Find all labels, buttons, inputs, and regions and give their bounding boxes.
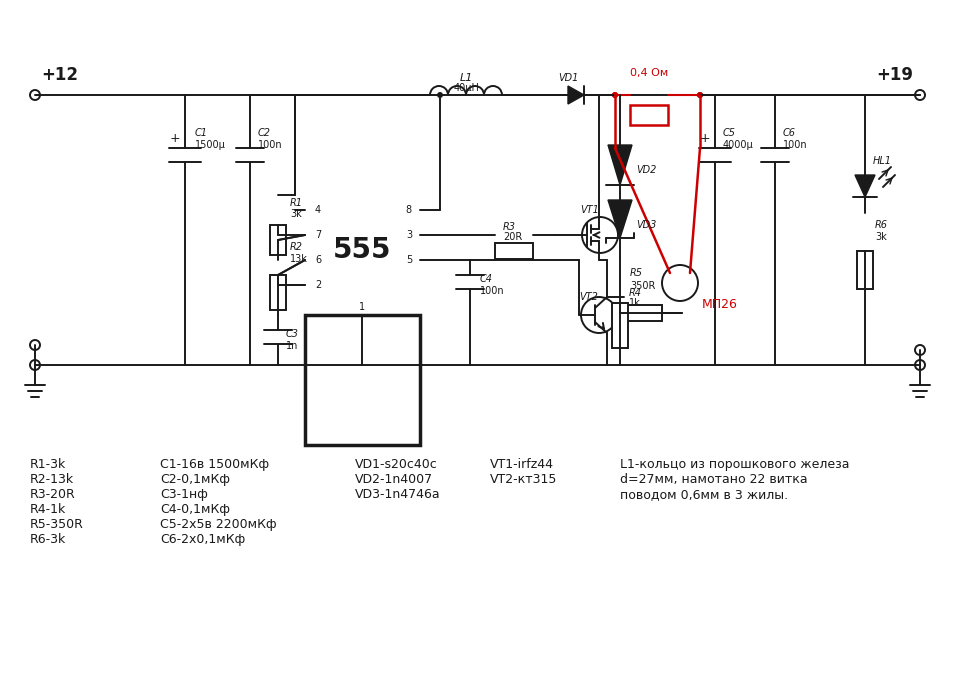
- Circle shape: [915, 90, 925, 100]
- Circle shape: [915, 360, 925, 370]
- Text: 1k: 1k: [629, 298, 640, 308]
- Text: R1-3k
R2-13k
R3-20R
R4-1k
R5-350R
R6-3k: R1-3k R2-13k R3-20R R4-1k R5-350R R6-3k: [30, 458, 84, 546]
- Circle shape: [915, 345, 925, 355]
- Circle shape: [612, 92, 618, 98]
- Text: +19: +19: [876, 66, 914, 84]
- Text: 13k: 13k: [290, 254, 308, 264]
- Circle shape: [30, 90, 40, 100]
- Circle shape: [612, 92, 618, 98]
- Bar: [270, 225, 286, 255]
- Text: L1: L1: [459, 73, 472, 83]
- Text: +12: +12: [41, 66, 79, 84]
- Text: R5: R5: [630, 268, 643, 278]
- Polygon shape: [568, 86, 584, 104]
- Text: 100n: 100n: [258, 140, 282, 150]
- Text: VD1: VD1: [558, 73, 578, 83]
- Text: 100n: 100n: [783, 140, 807, 150]
- Text: 2: 2: [315, 280, 322, 290]
- Bar: [630, 105, 668, 125]
- Text: HL1: HL1: [873, 156, 892, 166]
- Text: C1: C1: [195, 128, 208, 138]
- Circle shape: [581, 297, 617, 333]
- Text: C6: C6: [783, 128, 796, 138]
- Text: 350R: 350R: [630, 281, 656, 291]
- Text: 8: 8: [406, 205, 412, 215]
- Text: R3: R3: [503, 222, 516, 232]
- Text: 7: 7: [315, 230, 322, 240]
- Bar: [270, 275, 286, 310]
- Text: VT1: VT1: [581, 205, 599, 215]
- Circle shape: [697, 92, 703, 98]
- Circle shape: [437, 92, 443, 98]
- Circle shape: [582, 217, 618, 253]
- Text: C3: C3: [286, 329, 299, 339]
- Bar: [857, 251, 873, 289]
- Text: 1n: 1n: [286, 341, 299, 351]
- Text: VD3: VD3: [636, 220, 657, 230]
- Text: VT1-irfz44
VT2-кт315: VT1-irfz44 VT2-кт315: [490, 458, 558, 486]
- Polygon shape: [608, 200, 632, 238]
- Text: C1-16в 1500мКф
C2-0,1мКф
C3-1нф
C4-0,1мКф
C5-2х5в 2200мКф
C6-2х0,1мКф: C1-16в 1500мКф C2-0,1мКф C3-1нф C4-0,1мК…: [160, 458, 276, 546]
- Text: 4000μ: 4000μ: [723, 140, 754, 150]
- Text: C5: C5: [723, 128, 736, 138]
- Text: 0,4 Ом: 0,4 Ом: [630, 68, 668, 78]
- Polygon shape: [608, 145, 632, 185]
- Text: 6: 6: [315, 255, 322, 265]
- Text: 555: 555: [333, 236, 392, 264]
- Text: 1500μ: 1500μ: [195, 140, 226, 150]
- Polygon shape: [855, 175, 875, 197]
- Text: VD1-s20c40c
VD2-1n4007
VD3-1n4746a: VD1-s20c40c VD2-1n4007 VD3-1n4746a: [355, 458, 441, 501]
- Text: 3k: 3k: [875, 232, 887, 242]
- Text: 5: 5: [406, 255, 412, 265]
- Text: VD2: VD2: [636, 165, 657, 175]
- Text: R4: R4: [629, 288, 642, 298]
- Text: R6: R6: [875, 220, 888, 230]
- Text: +: +: [170, 132, 180, 145]
- Text: C2: C2: [258, 128, 271, 138]
- Text: L1-кольцо из порошкового железа
d=27мм, намотано 22 витка
поводом 0,6мм в 3 жилы: L1-кольцо из порошкового железа d=27мм, …: [620, 458, 850, 501]
- Text: 3: 3: [406, 230, 412, 240]
- Text: R2: R2: [290, 242, 303, 252]
- Circle shape: [697, 92, 703, 98]
- Text: +: +: [700, 132, 710, 145]
- Bar: [495, 243, 533, 259]
- Text: 1: 1: [359, 302, 365, 312]
- Circle shape: [662, 265, 698, 301]
- Text: 4: 4: [315, 205, 322, 215]
- Circle shape: [30, 340, 40, 350]
- Text: 40μH: 40μH: [453, 83, 479, 93]
- Text: 20R: 20R: [503, 232, 522, 242]
- Text: 3k: 3k: [290, 209, 301, 219]
- Text: VT2: VT2: [579, 292, 598, 302]
- Text: C4: C4: [480, 274, 493, 284]
- Circle shape: [30, 360, 40, 370]
- Text: 100n: 100n: [480, 286, 505, 296]
- Bar: [612, 303, 628, 348]
- Bar: [624, 305, 662, 321]
- Text: R1: R1: [290, 198, 303, 208]
- Text: МП26: МП26: [702, 299, 738, 312]
- Bar: [305, 315, 420, 445]
